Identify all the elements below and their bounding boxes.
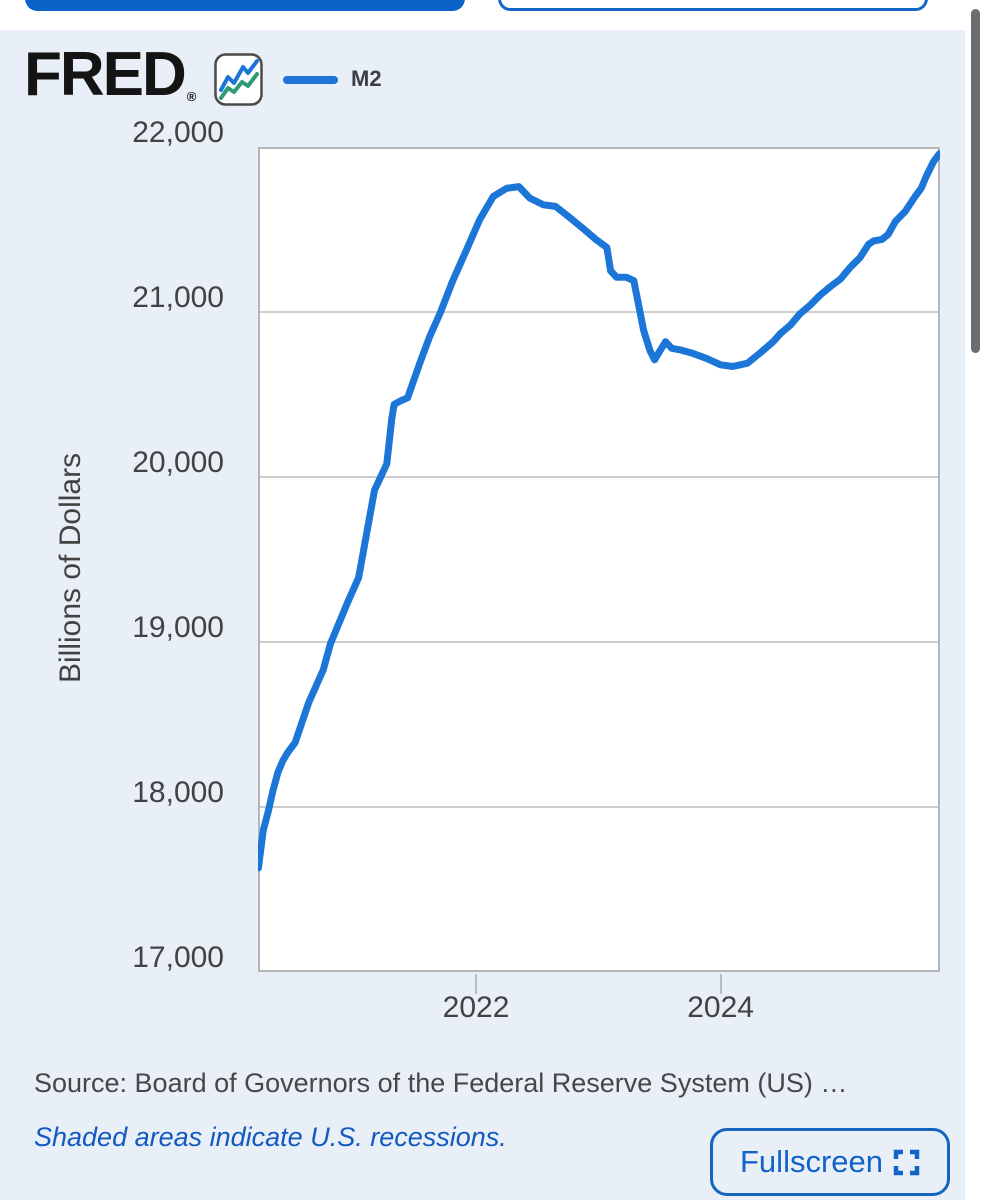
scrollbar-thumb[interactable] <box>971 9 980 353</box>
y-tick-label: 21,000 <box>132 281 224 314</box>
x-tick-mark <box>475 974 478 994</box>
plot-area[interactable] <box>254 146 943 973</box>
x-tick-label: 2024 <box>687 991 754 1024</box>
m2-line-chart <box>254 146 943 973</box>
toolbar-secondary-button[interactable] <box>498 0 928 11</box>
x-tick-label: 2022 <box>442 991 510 1024</box>
fred-logo[interactable]: FRED ® <box>24 44 196 106</box>
fred-logo-text: FRED <box>24 40 187 109</box>
fullscreen-label: Fullscreen <box>740 1144 883 1179</box>
y-tick-label: 18,000 <box>132 776 224 809</box>
source-text: Source: Board of Governors of the Federa… <box>34 1068 848 1098</box>
legend-series-label: M2 <box>351 66 382 91</box>
chart-panel: FRED ® M2 Billions of Dollars 17,000 18,00… <box>0 30 965 1200</box>
x-tick-mark <box>719 974 722 994</box>
y-tick-label: 19,000 <box>132 611 224 644</box>
fullscreen-expand-icon <box>893 1149 920 1175</box>
y-tick-label: 22,000 <box>132 116 224 149</box>
recession-note-link[interactable]: Shaded areas indicate U.S. recessions. <box>34 1122 507 1152</box>
toolbar-primary-button[interactable] <box>25 0 465 11</box>
fullscreen-button[interactable]: Fullscreen <box>710 1128 950 1196</box>
fred-chart-icon <box>214 53 263 106</box>
legend-line-swatch <box>283 76 338 84</box>
y-tick-label: 20,000 <box>132 446 224 479</box>
y-tick-label: 17,000 <box>132 941 224 974</box>
registered-trademark: ® <box>186 89 197 104</box>
